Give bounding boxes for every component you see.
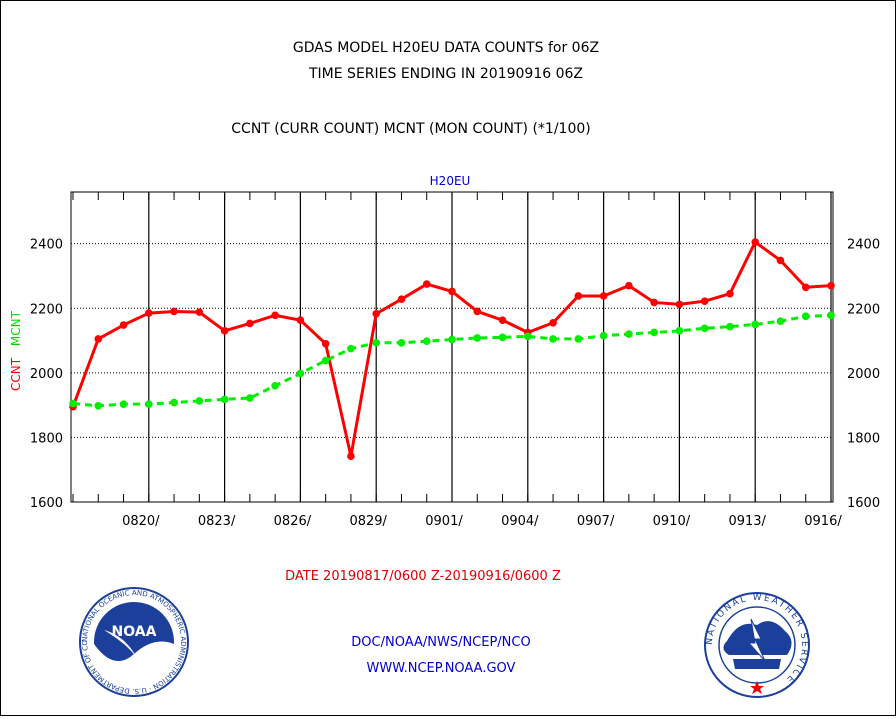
data-point-mcnt [94,401,103,410]
y-tick-label-right: 2000 [847,367,880,382]
data-point-ccnt [119,321,128,329]
x-tick-label: 0826/ [274,514,312,529]
svg-text:CCNT MCNT: CCNT MCNT [9,310,23,391]
chart-title: H20EU [430,174,471,188]
org-line: DOC/NOAA/NWS/NCEP/NCO [351,635,530,650]
data-point-mcnt [726,322,734,331]
x-tick-label: 0907/ [577,514,615,529]
data-point-ccnt [625,281,633,290]
data-point-ccnt [700,297,709,305]
y-tick-label-right: 2200 [847,302,880,317]
data-point-ccnt [675,300,684,309]
data-point-ccnt [195,308,204,316]
y-tick-label-right: 1600 [847,496,880,511]
data-point-mcnt [220,395,229,404]
data-point-mcnt [347,344,355,353]
ylabel-mcnt: MCNT [9,310,23,346]
noaa-logo: NOAA NATIONAL OCEANIC AND ATMOSPHERIC AD… [79,587,189,697]
y-tick-label-right: 1800 [847,431,880,446]
data-point-mcnt [776,317,785,325]
data-point-ccnt [372,309,381,318]
y-axis-title: CCNT MCNT [9,310,23,391]
data-point-ccnt [801,283,810,292]
data-point-mcnt [625,330,633,338]
data-point-ccnt [650,298,658,307]
noaa-logo-text: NOAA [112,624,157,640]
data-point-ccnt [599,292,608,300]
data-point-mcnt [549,335,557,343]
data-point-mcnt [700,324,709,333]
url-line[interactable]: WWW.NCEP.NOAA.GOV [367,661,516,676]
data-point-ccnt [751,238,759,246]
ylabel-ccnt: CCNT [9,357,23,391]
data-point-ccnt [170,307,178,316]
data-point-ccnt [448,287,456,296]
y-tick-label-left: 2400 [30,238,63,253]
data-point-ccnt [473,307,482,316]
data-point-ccnt [271,311,279,320]
data-point-mcnt [448,335,456,344]
data-point-mcnt [321,356,330,365]
data-point-ccnt [347,452,355,460]
data-point-ccnt [574,292,583,300]
data-point-mcnt [801,312,810,321]
data-point-mcnt [119,400,128,408]
data-point-ccnt [498,316,507,324]
data-point-mcnt [524,332,532,341]
data-point-mcnt [195,397,204,405]
x-tick-label: 0820/ [122,514,160,529]
data-point-mcnt [372,339,381,347]
data-point-mcnt [170,398,178,407]
header-subtitle: TIME SERIES ENDING IN 20190916 06Z [308,66,583,82]
data-point-mcnt [296,369,305,378]
date-range: DATE 20190817/0600 Z-20190916/0600 Z [285,569,561,584]
x-tick-label: 0904/ [501,514,539,529]
data-point-ccnt [94,335,103,343]
data-point-ccnt [776,256,785,265]
data-point-ccnt [246,319,254,328]
data-point-ccnt [397,295,406,304]
data-point-mcnt [246,394,254,402]
plot-area: 1600 1600 1800 1800 2000 2000 2200 2200 2400 2400… [30,191,880,529]
x-tick-label: 0823/ [198,514,236,529]
nws-logo: NATIONAL WEATHER SERVICE [704,592,810,698]
data-point-mcnt [271,381,279,390]
data-point-mcnt [599,331,608,340]
x-tick-label: 0901/ [425,514,463,529]
x-tick-label: 0910/ [653,514,691,529]
data-point-ccnt [549,318,557,327]
header-legend-line: CCNT (CURR COUNT) MCNT (MON COUNT) (*1/1… [231,121,590,137]
x-tick-label: 0913/ [728,514,766,529]
data-point-mcnt [498,333,507,342]
data-point-ccnt [827,281,835,290]
data-point-mcnt [650,328,658,337]
data-point-ccnt [145,309,153,317]
data-point-mcnt [145,400,153,408]
data-point-ccnt [321,339,330,348]
data-point-mcnt [422,337,431,345]
data-point-ccnt [726,289,734,298]
data-point-mcnt [574,335,583,343]
data-point-mcnt [473,334,482,342]
data-point-mcnt [675,327,684,335]
x-tick-label: 0916/ [804,514,842,529]
header-title: GDAS MODEL H20EU DATA COUNTS for 06Z [293,40,599,56]
data-point-mcnt [827,311,835,320]
nws-star-icon [750,681,764,694]
y-tick-label-left: 2000 [30,367,63,382]
y-tick-label-left: 1800 [30,431,63,446]
data-point-mcnt [69,399,77,408]
x-tick-label: 0829/ [349,514,387,529]
y-tick-label-left: 1600 [30,496,63,511]
data-point-ccnt [296,316,305,324]
data-point-mcnt [751,320,759,329]
data-point-mcnt [397,339,406,347]
data-point-ccnt [220,327,229,335]
data-point-ccnt [422,280,431,288]
y-tick-label-left: 2200 [30,302,63,317]
y-tick-label-right: 2400 [847,238,880,253]
